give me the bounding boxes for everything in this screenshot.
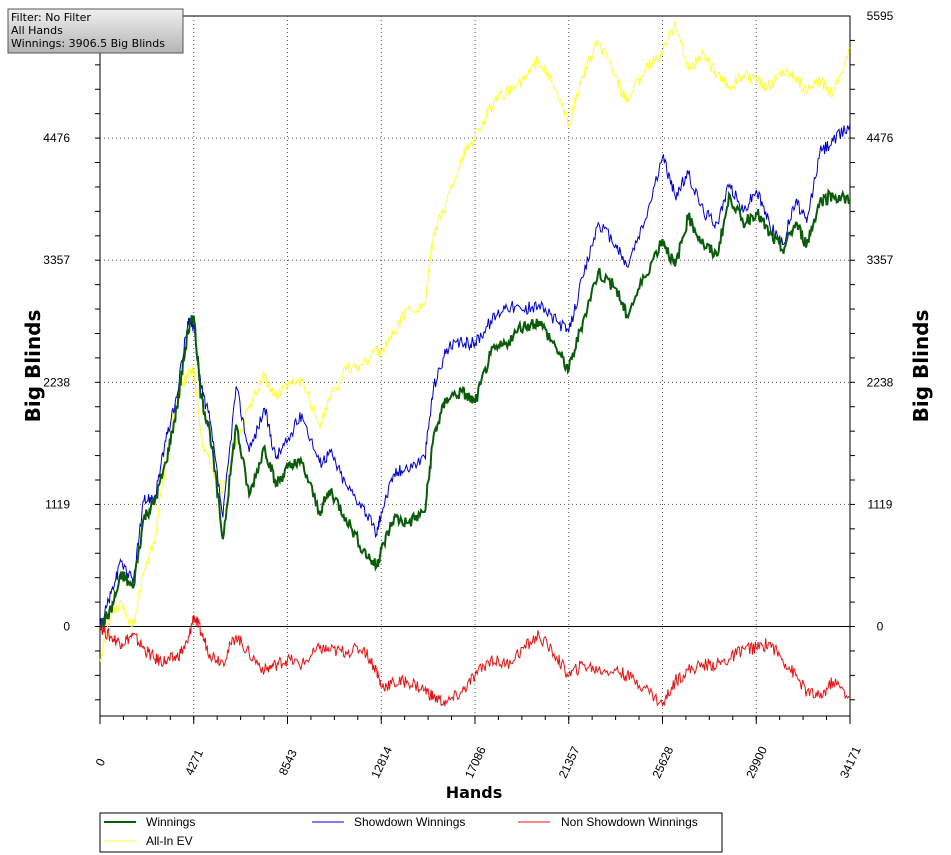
info-filter-text: Filter: No Filter xyxy=(11,11,91,24)
y-tick-label-right: 5595 xyxy=(867,9,894,23)
legend-label-showdown: Showdown Winnings xyxy=(354,815,465,829)
y-axis-title-left: Big Blinds xyxy=(21,310,45,423)
grid-layer xyxy=(100,16,850,716)
legend-box xyxy=(99,812,723,853)
info-box: Filter: No Filter All Hands Winnings: 39… xyxy=(7,8,184,54)
info-box-background xyxy=(7,8,184,54)
info-hands-text: All Hands xyxy=(11,24,63,37)
legend-label-winnings: Winnings xyxy=(146,815,195,829)
y-tick-label-right: 3357 xyxy=(867,253,894,267)
y-tick-label-left: 2238 xyxy=(43,375,70,389)
y-tick-label-right: 4476 xyxy=(867,131,894,145)
legend-label-allin-ev: All-In EV xyxy=(146,834,193,848)
y-tick-label-left: 0 xyxy=(63,620,70,634)
x-tick-label: 21357 xyxy=(556,744,583,780)
info-winnings-text: Winnings: 3906.5 Big Blinds xyxy=(11,37,165,50)
x-tick-label: 29900 xyxy=(743,744,770,780)
y-tick-label-right: 0 xyxy=(877,620,884,634)
x-axis-title: Hands xyxy=(446,783,503,802)
series-line-winnings xyxy=(99,188,851,631)
x-tick-label: 4271 xyxy=(182,747,206,777)
x-tick-label: 8543 xyxy=(276,747,300,777)
y-tick-label-right: 1119 xyxy=(868,497,893,511)
x-tick-label: 25628 xyxy=(649,744,676,780)
x-tick-label: 12814 xyxy=(368,744,395,780)
y-axis-title-right: Big Blinds xyxy=(909,310,933,423)
x-tick-label: 34171 xyxy=(837,744,864,780)
series-line-all-in-ev xyxy=(99,20,851,663)
y-tick-label-left: 4476 xyxy=(43,131,70,145)
x-tick-label: 17086 xyxy=(462,744,489,780)
x-tick-label: 0 xyxy=(93,756,109,768)
y-tick-label-right: 2238 xyxy=(867,375,894,389)
y-tick-label-left: 1119 xyxy=(45,497,70,511)
series-layer xyxy=(99,20,851,707)
legend: Winnings Showdown Winnings Non Showdown … xyxy=(99,812,723,853)
series-line-non-showdown-winnings xyxy=(99,614,851,707)
legend-label-non-showdown: Non Showdown Winnings xyxy=(561,815,698,829)
y-tick-label-left: 3357 xyxy=(43,253,70,267)
